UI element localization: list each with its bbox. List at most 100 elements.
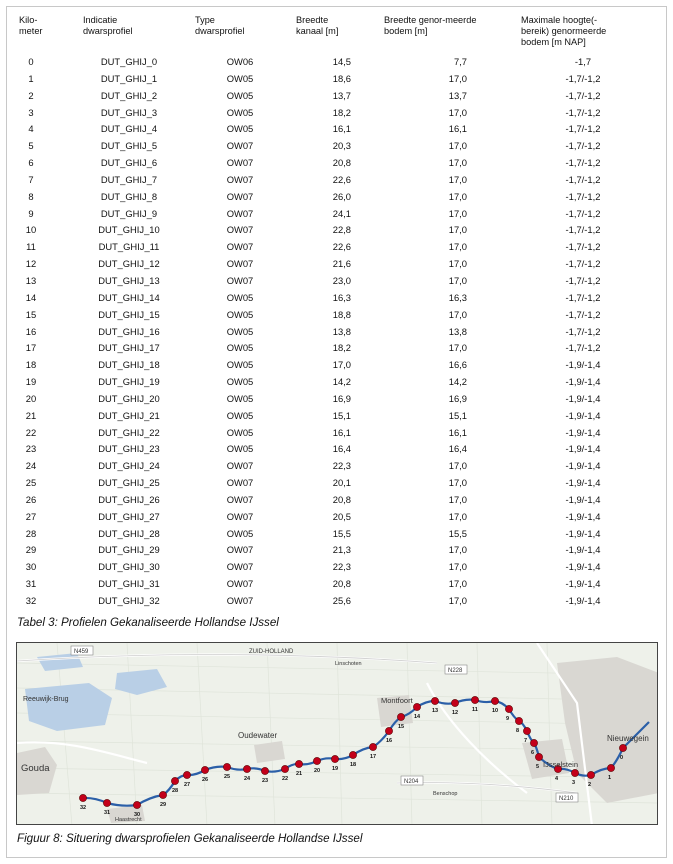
cell-breedte-kanaal: 20,1 <box>332 477 351 489</box>
cell-max-hoogte: -1,9/-1,4 <box>565 595 601 606</box>
cell-indicatie: DUT_GHIJ_24 <box>98 460 160 472</box>
table-row: 12 DUT_GHIJ_12 OW07 21,6 17,0 -1,7/-1,2 <box>7 256 668 273</box>
figure-caption: Figuur 8: Situering dwarsprofielen Gekan… <box>17 832 363 845</box>
table-row: 6 DUT_GHIJ_6 OW07 20,8 17,0 -1,7/-1,2 <box>7 155 668 172</box>
cell-type: OW07 <box>226 510 254 522</box>
cell-breedte-kanaal: 14,5 <box>332 56 351 67</box>
marker-dot <box>619 744 627 752</box>
svg-text:N210: N210 <box>559 796 574 802</box>
cell-kilometer: 21 <box>25 409 37 421</box>
table-row: 1 DUT_GHIJ_1 OW05 18,6 17,0 -1,7/-1,2 <box>7 71 668 88</box>
marker-label: 31 <box>104 810 110 816</box>
marker-dot <box>451 699 459 707</box>
marker-dot <box>183 771 191 779</box>
table-row: 23 DUT_GHIJ_23 OW05 16,4 16,4 -1,9/-1,4 <box>7 441 668 458</box>
marker-label: 19 <box>332 766 338 772</box>
cell-kilometer: 31 <box>25 578 37 590</box>
marker-dot <box>159 791 167 799</box>
cell-max-hoogte: -1,7/-1,2 <box>565 207 601 219</box>
profile-marker-31: 31 <box>103 799 111 816</box>
header-breedte-bodem: Breedte genor-meerde bodem [m] <box>384 15 477 36</box>
marker-label: 20 <box>314 768 320 774</box>
profile-marker-8: 8 <box>515 717 523 734</box>
cell-indicatie: DUT_GHIJ_8 <box>100 190 158 202</box>
road-shield-n228: N228 <box>444 664 468 675</box>
cell-type: OW05 <box>226 308 254 320</box>
cell-breedte-kanaal: 18,6 <box>332 72 351 84</box>
cell-type: OW07 <box>226 173 254 185</box>
cell-max-hoogte: -1,7/-1,2 <box>565 190 601 202</box>
cell-breedte-kanaal: 20,8 <box>332 157 351 169</box>
cell-indicatie: DUT_GHIJ_3 <box>100 106 158 118</box>
cell-max-hoogte: -1,7/-1,2 <box>565 72 601 84</box>
cell-indicatie: DUT_GHIJ_23 <box>98 443 160 455</box>
cell-breedte-bodem: 17,0 <box>448 477 467 489</box>
cell-breedte-kanaal: 18,2 <box>332 342 351 354</box>
cell-type: OW07 <box>226 578 254 590</box>
cell-type: OW07 <box>226 274 254 286</box>
cell-breedte-kanaal: 17,0 <box>332 359 351 371</box>
cell-type: OW05 <box>226 72 254 84</box>
cell-type: OW07 <box>226 241 254 253</box>
cell-max-hoogte: -1,7/-1,2 <box>565 140 601 152</box>
cell-breedte-kanaal: 16,4 <box>332 443 351 455</box>
cell-indicatie: DUT_GHIJ_9 <box>100 207 158 219</box>
cell-breedte-bodem: 17,0 <box>448 157 467 169</box>
marker-dot <box>607 764 615 772</box>
cell-indicatie: DUT_GHIJ_22 <box>98 426 160 438</box>
marker-label: 8 <box>516 728 519 734</box>
table-row: 13 DUT_GHIJ_13 OW07 23,0 17,0 -1,7/-1,2 <box>7 273 668 290</box>
cell-breedte-bodem: 16,6 <box>448 359 467 371</box>
cell-indicatie: DUT_GHIJ_15 <box>98 308 160 320</box>
cell-max-hoogte: -1,7/-1,2 <box>565 308 601 320</box>
profile-marker-21: 21 <box>295 760 303 777</box>
cell-kilometer: 27 <box>25 510 37 522</box>
profile-marker-5: 5 <box>535 753 543 770</box>
profile-marker-11: 11 <box>471 696 479 713</box>
cell-max-hoogte: -1,7/-1,2 <box>565 241 601 253</box>
cell-indicatie: DUT_GHIJ_1 <box>100 72 158 84</box>
marker-dot <box>491 697 499 705</box>
marker-label: 10 <box>492 708 498 714</box>
cell-breedte-kanaal: 15,5 <box>332 527 351 539</box>
cell-max-hoogte: -1,9/-1,4 <box>565 561 601 573</box>
profile-marker-23: 23 <box>261 767 269 784</box>
label-zuid-holland: ZUID-HOLLAND <box>249 649 294 655</box>
profile-marker-10: 10 <box>491 697 499 714</box>
table-row: 31 DUT_GHIJ_31 OW07 20,8 17,0 -1,9/-1,4 <box>7 576 668 593</box>
cell-type: OW06 <box>226 56 254 67</box>
cell-max-hoogte: -1,7/-1,2 <box>565 291 601 303</box>
cell-indicatie: DUT_GHIJ_11 <box>98 241 160 253</box>
cell-breedte-bodem: 16,4 <box>448 443 467 455</box>
table-row: 14 DUT_GHIJ_14 OW05 16,3 16,3 -1,7/-1,2 <box>7 290 668 307</box>
cell-max-hoogte: -1,9/-1,4 <box>565 392 601 404</box>
profile-marker-27: 27 <box>183 771 191 788</box>
cell-kilometer: 17 <box>25 342 37 354</box>
cell-breedte-bodem: 17,0 <box>448 258 467 270</box>
marker-label: 4 <box>555 776 559 782</box>
cell-kilometer: 8 <box>28 190 34 202</box>
cell-type: OW05 <box>226 359 254 371</box>
table-row: 2 DUT_GHIJ_2 OW05 13,7 13,7 -1,7/-1,2 <box>7 88 668 105</box>
cell-max-hoogte: -1,7/-1,2 <box>565 89 601 101</box>
marker-label: 5 <box>536 764 539 770</box>
marker-dot <box>261 767 269 775</box>
cell-max-hoogte: -1,9/-1,4 <box>565 510 601 522</box>
cell-kilometer: 4 <box>28 123 34 135</box>
profile-marker-13: 13 <box>431 697 439 714</box>
marker-dot <box>431 697 439 705</box>
cell-type: OW05 <box>226 325 254 337</box>
cell-breedte-bodem: 16,1 <box>448 123 467 135</box>
marker-dot <box>385 727 393 735</box>
marker-label: 27 <box>184 782 190 788</box>
marker-label: 12 <box>452 710 458 716</box>
profile-marker-24: 24 <box>243 765 251 782</box>
cell-type: OW07 <box>226 493 254 505</box>
cell-type: OW05 <box>226 392 254 404</box>
table-row: 32 DUT_GHIJ_32 OW07 25,6 17,0 -1,9/-1,4 <box>7 593 668 610</box>
cell-type: OW07 <box>226 157 254 169</box>
marker-dot <box>103 799 111 807</box>
cell-max-hoogte: -1,9/-1,4 <box>565 443 601 455</box>
marker-dot <box>554 765 562 773</box>
header-max-hoogte: Maximale hoogte(- bereik) genormeerde bo… <box>521 15 607 47</box>
